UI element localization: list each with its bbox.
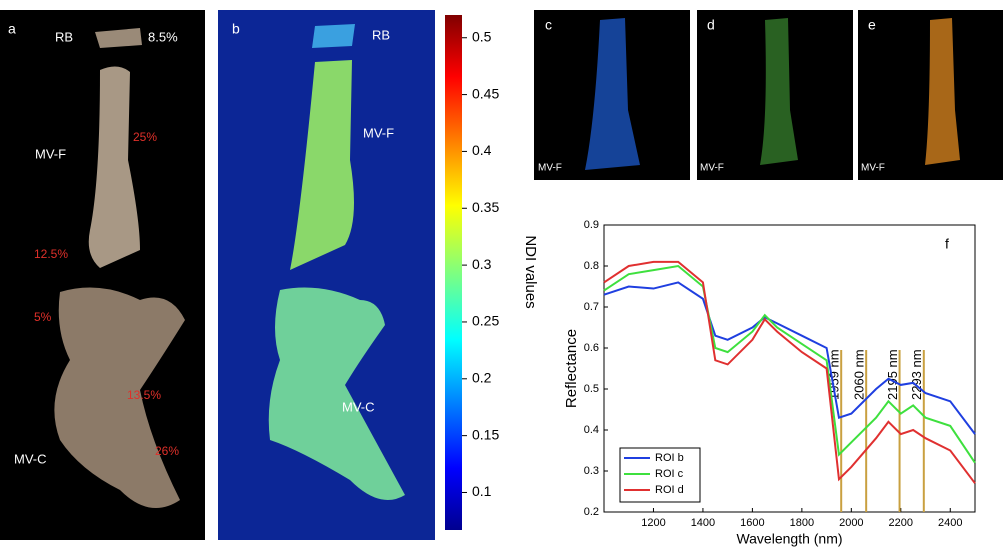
x-tick-label: 2400: [938, 517, 962, 529]
panel-b: b RB MV-F MV-C: [218, 10, 435, 540]
legend-label: ROI c: [655, 468, 684, 480]
mask: [925, 18, 960, 165]
y-axis-label: Reflectance: [563, 329, 580, 408]
colorbar-tick-label: 0.45: [472, 85, 499, 101]
map-rb: [312, 24, 355, 48]
x-tick-label: 2200: [889, 517, 913, 529]
y-tick-label: 0.4: [584, 424, 599, 436]
label: 13.5%: [127, 388, 161, 402]
bone-mvc: [54, 287, 185, 508]
legend-label: ROI b: [655, 452, 684, 464]
panel-label: f: [945, 236, 949, 252]
colorbar-tick-label: 0.4: [472, 142, 492, 158]
y-tick-label: 0.9: [584, 219, 599, 231]
panel-label: d: [707, 17, 715, 33]
panel-e: e MV-F: [858, 10, 1003, 180]
x-tick-label: 1200: [641, 517, 665, 529]
colorbar-tick-label: 0.35: [472, 199, 499, 215]
marker-label: 2293 nm: [909, 349, 924, 400]
y-tick-label: 0.2: [584, 506, 599, 518]
label: MV-C: [14, 451, 47, 466]
panel-label: b: [232, 21, 240, 37]
series-line: [603, 281, 976, 435]
legend-label: ROI d: [655, 484, 684, 496]
label: MV-F: [363, 125, 394, 140]
marker-label: 2195 nm: [885, 349, 900, 400]
colorbar-tick-label: 0.5: [472, 28, 492, 44]
panel-label: c: [545, 17, 552, 33]
label: RB: [372, 27, 390, 42]
x-tick-label: 1800: [790, 517, 814, 529]
label: MV-F: [538, 163, 562, 174]
label: MV-C: [342, 399, 375, 414]
y-tick-label: 0.8: [584, 260, 599, 272]
series-line: [603, 260, 976, 484]
panel-c: c MV-F: [534, 10, 690, 180]
bone-rb: [95, 28, 142, 48]
y-tick-label: 0.7: [584, 301, 599, 313]
y-tick-label: 0.6: [584, 342, 599, 354]
panel-d: d MV-F: [697, 10, 853, 180]
bone-mvf: [88, 66, 140, 268]
series-line: [603, 264, 976, 464]
map-mvc: [268, 287, 405, 500]
colorbar: [445, 15, 462, 530]
map-mvf: [290, 60, 354, 270]
label: 5%: [34, 310, 52, 324]
label: 26%: [155, 444, 179, 458]
colorbar-tick-label: 0.3: [472, 256, 492, 272]
mask: [585, 18, 640, 170]
marker-label: 2060 nm: [852, 349, 867, 400]
label: 12.5%: [34, 247, 68, 261]
label: 25%: [133, 130, 157, 144]
x-tick-label: 2000: [839, 517, 863, 529]
label: RB: [55, 29, 73, 44]
y-tick-label: 0.3: [584, 465, 599, 477]
label: MV-F: [700, 163, 724, 174]
panel-label: a: [8, 21, 16, 37]
colorbar-tick-label: 0.2: [472, 370, 492, 386]
colorbar-tick-label: 0.25: [472, 313, 499, 329]
colorbar-tick-label: 0.1: [472, 483, 492, 499]
x-tick-label: 1600: [740, 517, 764, 529]
x-tick-label: 1400: [691, 517, 715, 529]
label: 8.5%: [148, 29, 178, 44]
x-axis-label: Wavelength (nm): [736, 531, 842, 547]
colorbar-label: NDI values: [522, 235, 539, 308]
label: MV-F: [35, 146, 66, 161]
mask: [760, 18, 798, 165]
panel-label: e: [868, 17, 876, 33]
panel-a: a RB 8.5% MV-F 25% 12.5% 5% 13.5% MV-C 2…: [0, 10, 205, 540]
y-tick-label: 0.5: [584, 383, 599, 395]
colorbar-tick-label: 0.15: [472, 426, 499, 442]
label: MV-F: [861, 163, 885, 174]
